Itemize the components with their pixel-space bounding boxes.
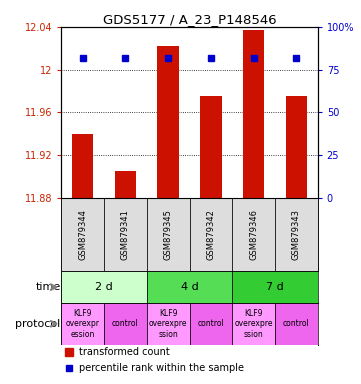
FancyBboxPatch shape <box>147 303 190 344</box>
Text: GSM879343: GSM879343 <box>292 209 301 260</box>
FancyBboxPatch shape <box>61 198 104 271</box>
Text: GSM879346: GSM879346 <box>249 209 258 260</box>
Bar <box>115 171 136 198</box>
Bar <box>200 96 222 198</box>
FancyBboxPatch shape <box>232 271 318 303</box>
Text: 7 d: 7 d <box>266 282 284 292</box>
FancyBboxPatch shape <box>61 271 147 303</box>
Bar <box>243 30 264 198</box>
Text: KLF9
overexpre
ssion: KLF9 overexpre ssion <box>149 309 187 339</box>
FancyBboxPatch shape <box>104 198 147 271</box>
Bar <box>72 134 93 198</box>
FancyBboxPatch shape <box>190 198 232 271</box>
FancyBboxPatch shape <box>275 303 318 344</box>
FancyBboxPatch shape <box>147 271 232 303</box>
FancyBboxPatch shape <box>232 303 275 344</box>
Text: transformed count: transformed count <box>79 348 170 358</box>
Text: percentile rank within the sample: percentile rank within the sample <box>79 363 244 373</box>
FancyBboxPatch shape <box>61 303 104 344</box>
Text: GSM879342: GSM879342 <box>206 209 216 260</box>
Bar <box>286 96 307 198</box>
Title: GDS5177 / A_23_P148546: GDS5177 / A_23_P148546 <box>103 13 276 26</box>
Text: protocol: protocol <box>15 319 61 329</box>
Text: time: time <box>35 282 61 292</box>
Text: 2 d: 2 d <box>95 282 113 292</box>
FancyBboxPatch shape <box>147 198 190 271</box>
Text: 4 d: 4 d <box>180 282 199 292</box>
Bar <box>157 46 179 198</box>
Text: GSM879344: GSM879344 <box>78 209 87 260</box>
Text: GSM879341: GSM879341 <box>121 209 130 260</box>
Text: GSM879345: GSM879345 <box>164 209 173 260</box>
Text: control: control <box>112 319 139 328</box>
Text: KLF9
overexpr
ession: KLF9 overexpr ession <box>66 309 100 339</box>
Text: control: control <box>283 319 310 328</box>
Text: KLF9
overexpre
ssion: KLF9 overexpre ssion <box>234 309 273 339</box>
FancyBboxPatch shape <box>104 303 147 344</box>
FancyBboxPatch shape <box>275 198 318 271</box>
Text: control: control <box>197 319 224 328</box>
FancyBboxPatch shape <box>232 198 275 271</box>
FancyBboxPatch shape <box>190 303 232 344</box>
